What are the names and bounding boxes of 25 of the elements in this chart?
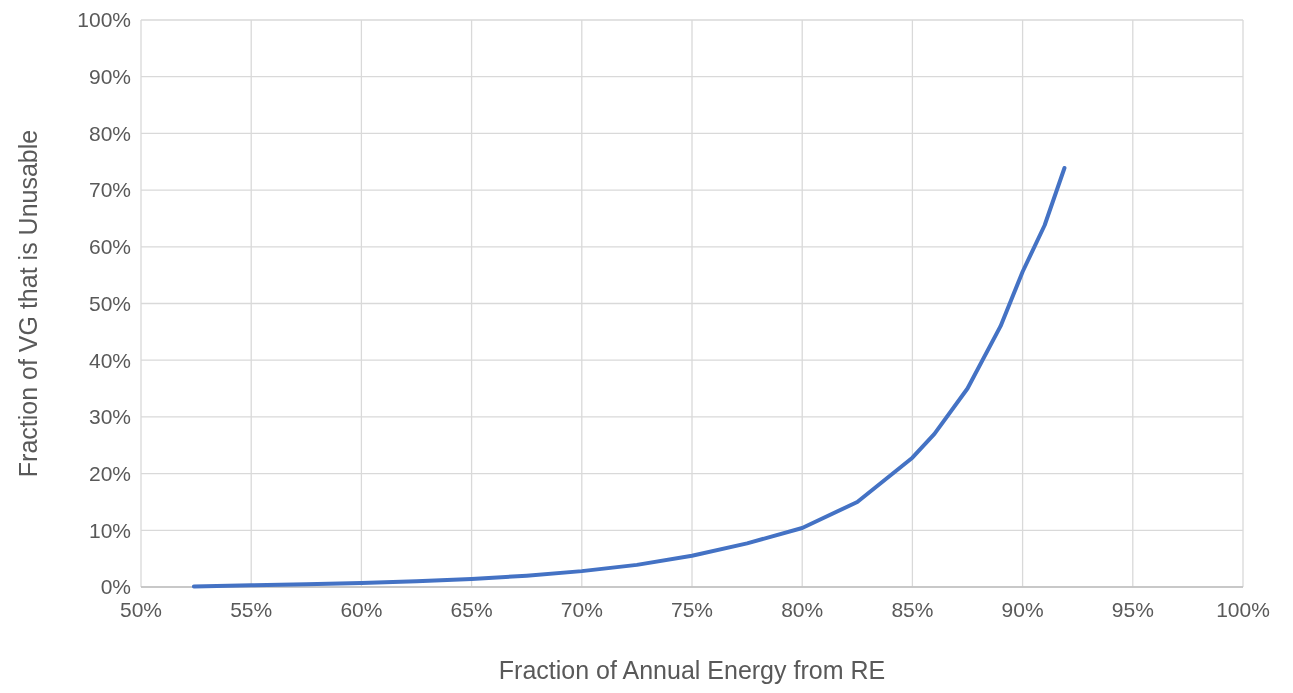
y-tick-label: 30% [88,405,131,429]
y-axis-title: Fraction of VG that is Unusable [14,129,42,478]
x-tick-label: 70% [560,598,603,621]
y-tick-label: 50% [88,291,131,315]
x-tick-label: 80% [781,598,824,621]
y-tick-label: 100% [77,8,131,32]
x-tick-label: 75% [670,598,714,621]
x-tick-label: 95% [1111,598,1154,621]
line-series [191,165,1067,589]
x-tick-label: 65% [450,598,493,621]
x-tick-label: 85% [891,598,934,621]
x-tick-label: 100% [1216,598,1270,621]
x-axis-title: Fraction of Annual Energy from RE [498,656,886,684]
y-tick-label: 80% [88,121,131,145]
y-tick-label: 0% [100,575,131,599]
y-tick-label: 10% [88,518,131,542]
y-tick-label: 70% [88,178,131,202]
y-tick-label: 60% [88,235,131,259]
x-tick-label: 50% [119,598,163,621]
x-tick-label: 55% [230,598,273,621]
x-tick-label: 90% [1001,598,1044,621]
y-tick-label: 90% [88,65,131,89]
y-tick-label: 20% [88,461,131,485]
y-tick-label: 40% [88,348,131,372]
x-tick-label: 60% [340,598,383,621]
